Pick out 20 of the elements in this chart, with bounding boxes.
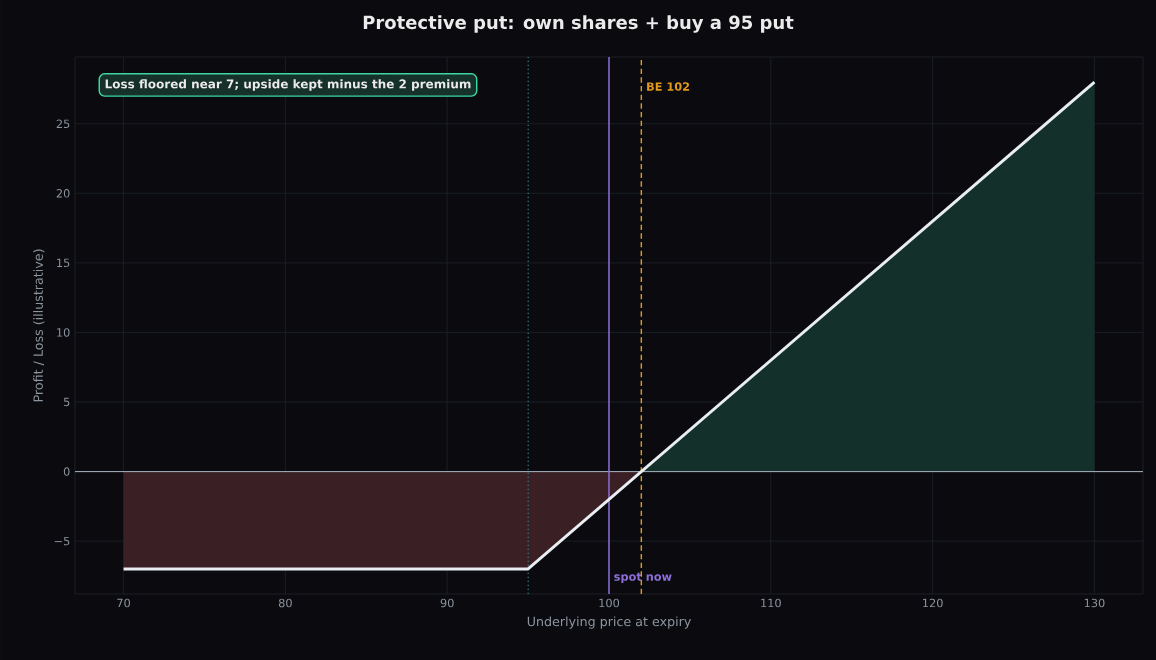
x-tick-label: 110 [761, 598, 781, 608]
x-tick-label: 130 [1084, 598, 1105, 608]
y-tick-label: 25 [56, 119, 70, 129]
y-axis-title: Profit / Loss (illustrative) [33, 249, 45, 402]
x-tick-label: 120 [923, 598, 943, 608]
ref-line-label: BE 102 [647, 82, 690, 91]
x-axis-title: Underlying price at expiry [527, 616, 691, 629]
x-tick-label: 80 [278, 598, 292, 608]
y-tick-label: 15 [57, 258, 70, 268]
x-tick-label: 70 [117, 598, 131, 608]
x-tick-label: 100 [599, 598, 620, 608]
chart-title: Protective put: own shares + buy a 95 put [363, 15, 794, 33]
y-tick-label: 5 [63, 397, 70, 407]
y-tick-label: 20 [56, 189, 70, 198]
ref-line-label: spot now [614, 572, 672, 584]
y-tick-label: 10 [57, 328, 70, 337]
annotation: Loss floored near 7; upside kept minus the 2 premium [105, 79, 471, 91]
y-tick-label: 0 [63, 467, 70, 476]
y-tick-label: −5 [54, 536, 70, 546]
x-tick-label: 90 [440, 598, 454, 608]
